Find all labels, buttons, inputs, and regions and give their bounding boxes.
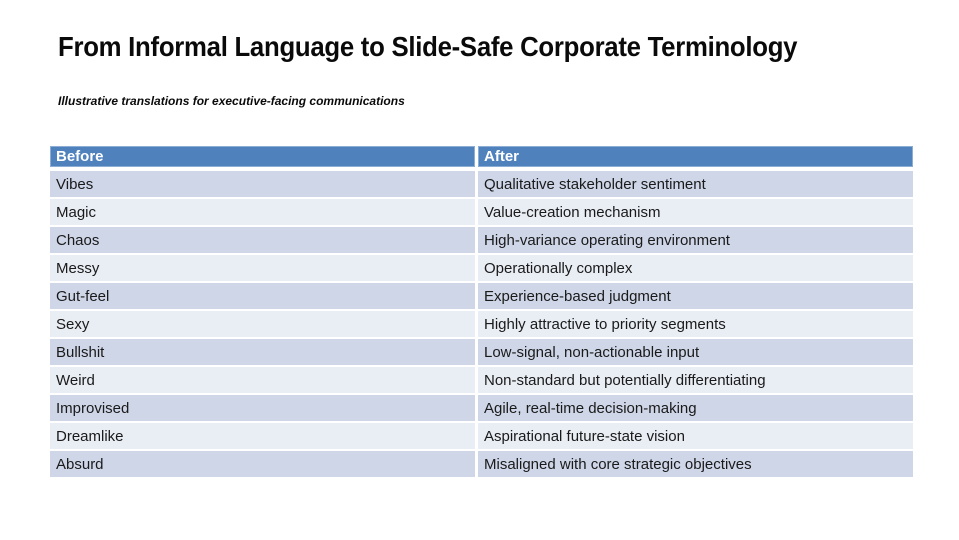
before-cell: Absurd: [50, 451, 478, 479]
table-row: Sexy Highly attractive to priority segme…: [50, 311, 913, 339]
table-row: Vibes Qualitative stakeholder sentiment: [50, 171, 913, 199]
table-row: Chaos High-variance operating environmen…: [50, 227, 913, 255]
before-cell: Dreamlike: [50, 423, 478, 451]
table-header: Before After: [50, 146, 913, 171]
table-row: Absurd Misaligned with core strategic ob…: [50, 451, 913, 479]
after-cell: Highly attractive to priority segments: [478, 311, 913, 339]
after-cell: Agile, real-time decision-making: [478, 395, 913, 423]
after-cell: Aspirational future-state vision: [478, 423, 913, 451]
before-cell: Magic: [50, 199, 478, 227]
table-row: Improvised Agile, real-time decision-mak…: [50, 395, 913, 423]
table-row: Dreamlike Aspirational future-state visi…: [50, 423, 913, 451]
after-cell: Experience-based judgment: [478, 283, 913, 311]
after-cell: Low-signal, non-actionable input: [478, 339, 913, 367]
after-cell: Qualitative stakeholder sentiment: [478, 171, 913, 199]
table-body: Vibes Qualitative stakeholder sentiment …: [50, 171, 913, 479]
terminology-table-container: Before After Vibes Qualitative stakehold…: [50, 146, 913, 479]
before-cell: Vibes: [50, 171, 478, 199]
column-header-before: Before: [50, 146, 478, 171]
after-cell: Misaligned with core strategic objective…: [478, 451, 913, 479]
before-cell: Messy: [50, 255, 478, 283]
slide-title: From Informal Language to Slide-Safe Cor…: [58, 31, 798, 62]
table-row: Gut-feel Experience-based judgment: [50, 283, 913, 311]
column-header-after: After: [478, 146, 913, 171]
after-cell: Non-standard but potentially differentia…: [478, 367, 913, 395]
before-cell: Bullshit: [50, 339, 478, 367]
before-cell: Gut-feel: [50, 283, 478, 311]
before-cell: Improvised: [50, 395, 478, 423]
table-header-row: Before After: [50, 146, 913, 171]
before-cell: Sexy: [50, 311, 478, 339]
before-cell: Chaos: [50, 227, 478, 255]
before-cell: Weird: [50, 367, 478, 395]
table-row: Bullshit Low-signal, non-actionable inpu…: [50, 339, 913, 367]
after-cell: Value-creation mechanism: [478, 199, 913, 227]
after-cell: Operationally complex: [478, 255, 913, 283]
terminology-table: Before After Vibes Qualitative stakehold…: [50, 146, 913, 479]
table-row: Messy Operationally complex: [50, 255, 913, 283]
table-row: Weird Non-standard but potentially diffe…: [50, 367, 913, 395]
slide-subtitle: Illustrative translations for executive-…: [58, 94, 405, 108]
after-cell: High-variance operating environment: [478, 227, 913, 255]
table-row: Magic Value-creation mechanism: [50, 199, 913, 227]
